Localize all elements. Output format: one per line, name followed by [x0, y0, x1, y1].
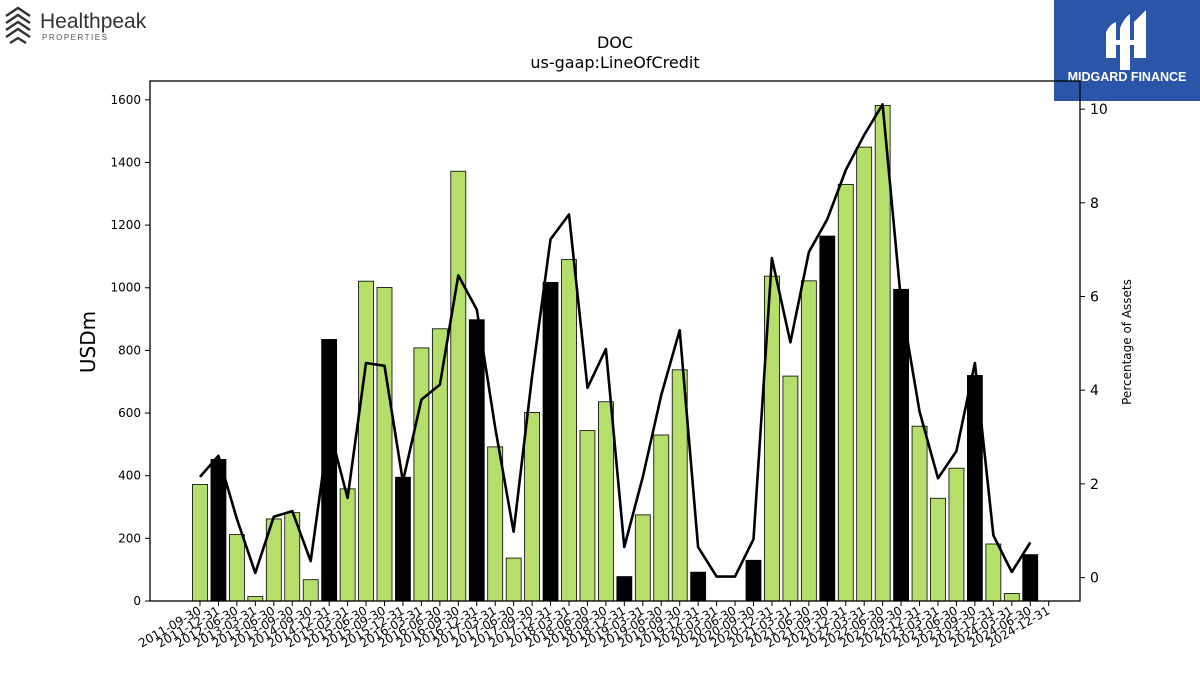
y-tick-label: 1600 [110, 93, 141, 107]
y-axis-left: 0 200 400 600 800 1000 1200 1400 1600 [110, 93, 150, 608]
bar [339, 488, 356, 602]
percentage-line [199, 103, 1032, 578]
y2-tick-label: 8 [1090, 196, 1099, 212]
bar [598, 401, 614, 602]
y-tick-label: 200 [118, 531, 141, 545]
plot-frame [149, 80, 1081, 602]
bar [653, 434, 670, 602]
chart-title: DOC [597, 33, 633, 52]
y2-tick-label: 0 [1090, 571, 1099, 587]
bar [450, 170, 467, 602]
bar [376, 287, 393, 602]
bar [192, 484, 208, 602]
chart-subtitle: us-gaap:LineOfCredit [530, 53, 699, 72]
bar [358, 280, 374, 602]
bar [837, 183, 854, 602]
healthpeak-logo: Healthpeak PROPERTIES [4, 4, 174, 48]
bar [634, 514, 651, 602]
bar [930, 497, 946, 602]
y-tick-label: 400 [118, 469, 141, 483]
bar [911, 425, 928, 602]
y2-tick-label: 10 [1090, 102, 1108, 118]
bar [431, 328, 448, 602]
bar [395, 476, 411, 602]
bar [247, 596, 264, 602]
bar [468, 319, 485, 602]
midgard-logo-mark: MIDGARD FINANCE [1068, 10, 1187, 84]
bar [579, 430, 596, 602]
bar [782, 375, 799, 602]
bar [487, 446, 504, 602]
x-axis: 2011-09-302011-12-312012-06-302013-03-31… [136, 601, 1052, 650]
bar [524, 412, 540, 602]
bar [1003, 593, 1020, 602]
bar [874, 105, 891, 602]
midgard-finance-logo: MIDGARD FINANCE [1054, 0, 1200, 101]
y-tick-label: 1000 [110, 281, 141, 295]
bar [819, 235, 836, 602]
y-tick-label: 800 [118, 343, 141, 357]
bar [800, 280, 817, 602]
left-logo-text: Healthpeak [40, 10, 147, 33]
bar [302, 579, 319, 602]
bar [856, 146, 873, 602]
bar [228, 534, 245, 602]
y-axis-right: 0 2 4 6 8 10 [1080, 102, 1108, 587]
y-tick-label: 600 [118, 406, 141, 420]
y2-axis-label: Percentage of Assets [1120, 279, 1134, 405]
bar [505, 557, 522, 602]
y-tick-label: 1400 [110, 155, 141, 169]
bar [413, 347, 430, 602]
bar [745, 559, 762, 602]
y2-tick-label: 6 [1090, 289, 1099, 305]
y-axis-label: USDm [76, 311, 100, 373]
line-series [199, 103, 1032, 578]
right-logo-text: MIDGARD FINANCE [1068, 70, 1187, 84]
bar [1022, 554, 1039, 602]
left-logo-sub: PROPERTIES [42, 33, 108, 42]
y-tick-label: 1200 [110, 218, 141, 232]
y2-tick-label: 2 [1090, 477, 1099, 493]
bar [616, 576, 633, 602]
bar [542, 282, 559, 602]
bar [210, 459, 227, 602]
y2-tick-label: 4 [1090, 383, 1099, 399]
bar [690, 571, 707, 602]
bar [561, 259, 577, 602]
bar [985, 543, 1002, 602]
y-tick-label: 0 [133, 594, 141, 608]
bar [948, 467, 965, 602]
healthpeak-logo-mark: Healthpeak PROPERTIES [5, 6, 147, 45]
